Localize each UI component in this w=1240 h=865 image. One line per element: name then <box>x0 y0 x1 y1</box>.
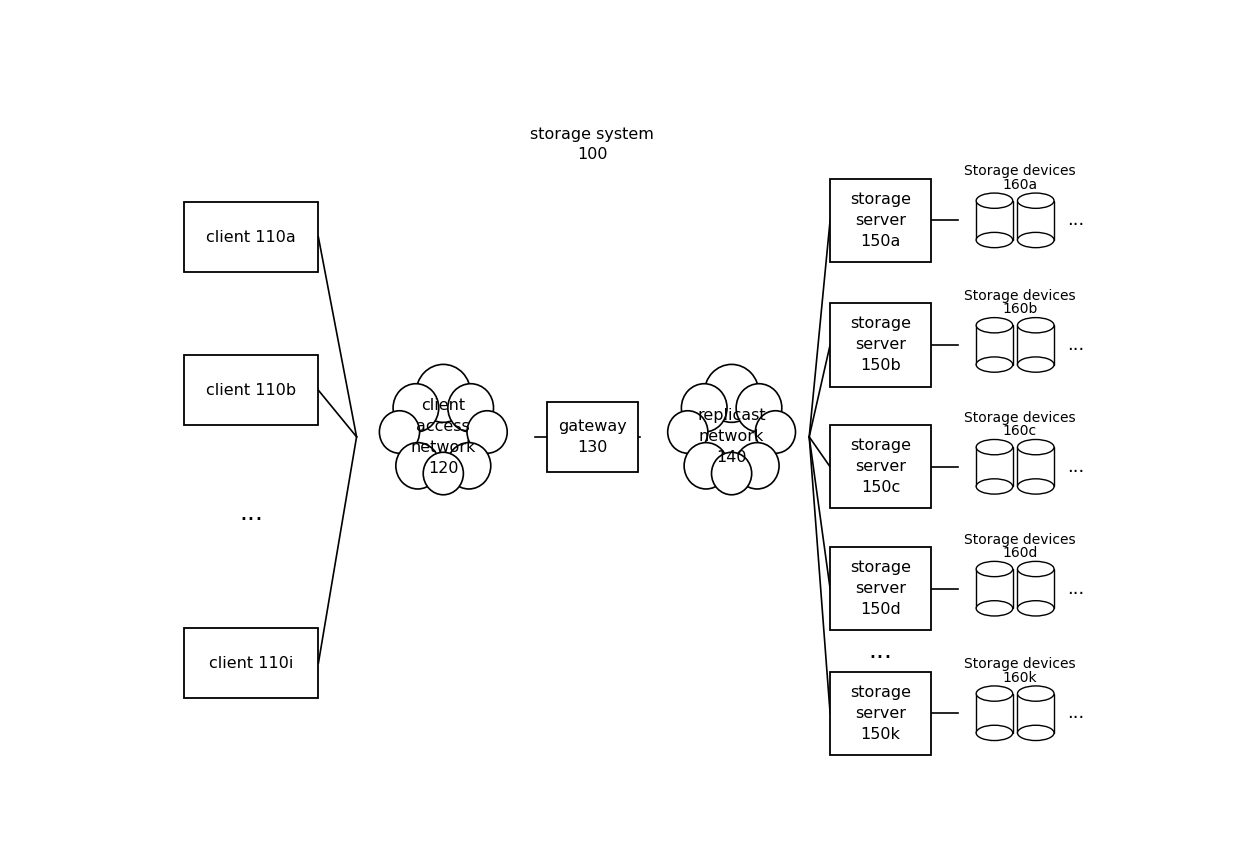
Ellipse shape <box>976 439 1013 455</box>
Ellipse shape <box>667 411 708 453</box>
FancyBboxPatch shape <box>1018 694 1054 733</box>
Text: client 110a: client 110a <box>206 229 296 245</box>
Text: Storage devices: Storage devices <box>963 533 1076 547</box>
Ellipse shape <box>976 357 1013 372</box>
Ellipse shape <box>976 686 1013 702</box>
Ellipse shape <box>735 443 779 489</box>
Ellipse shape <box>467 411 507 453</box>
Ellipse shape <box>396 443 440 489</box>
Ellipse shape <box>737 384 781 432</box>
Text: ...: ... <box>868 639 893 663</box>
Text: storage
server
150b: storage server 150b <box>851 317 911 374</box>
Ellipse shape <box>684 443 728 489</box>
FancyBboxPatch shape <box>184 628 319 698</box>
Text: 160k: 160k <box>1003 670 1037 684</box>
Ellipse shape <box>1018 233 1054 247</box>
FancyBboxPatch shape <box>1018 325 1054 364</box>
FancyBboxPatch shape <box>830 671 931 755</box>
Text: 160a: 160a <box>1002 177 1038 192</box>
Ellipse shape <box>976 600 1013 616</box>
Text: ...: ... <box>1066 211 1084 229</box>
Ellipse shape <box>755 411 796 453</box>
FancyBboxPatch shape <box>1018 569 1054 608</box>
Ellipse shape <box>393 384 439 432</box>
FancyBboxPatch shape <box>976 447 1013 486</box>
Ellipse shape <box>446 443 491 489</box>
FancyBboxPatch shape <box>1018 447 1054 486</box>
Ellipse shape <box>1018 317 1054 333</box>
Ellipse shape <box>682 384 727 432</box>
Text: gateway
130: gateway 130 <box>558 419 626 455</box>
FancyBboxPatch shape <box>830 304 931 387</box>
Ellipse shape <box>1018 439 1054 455</box>
Text: 160b: 160b <box>1002 302 1038 317</box>
Ellipse shape <box>976 317 1013 333</box>
Ellipse shape <box>976 479 1013 494</box>
FancyBboxPatch shape <box>184 356 319 426</box>
Text: ...: ... <box>239 502 263 525</box>
Ellipse shape <box>448 384 494 432</box>
Text: 160d: 160d <box>1002 546 1038 560</box>
Ellipse shape <box>1018 193 1054 208</box>
Text: client 110b: client 110b <box>206 382 296 398</box>
Text: storage
server
150a: storage server 150a <box>851 192 911 249</box>
Text: ...: ... <box>1066 704 1084 722</box>
Text: replicast
network
140: replicast network 140 <box>697 408 766 465</box>
Ellipse shape <box>712 452 751 495</box>
FancyBboxPatch shape <box>1018 201 1054 240</box>
Ellipse shape <box>1018 725 1054 740</box>
Text: Storage devices: Storage devices <box>963 411 1076 425</box>
Ellipse shape <box>976 725 1013 740</box>
FancyBboxPatch shape <box>830 426 931 509</box>
Text: ...: ... <box>1066 580 1084 598</box>
FancyBboxPatch shape <box>976 569 1013 608</box>
FancyBboxPatch shape <box>547 402 637 471</box>
Ellipse shape <box>704 364 759 422</box>
FancyBboxPatch shape <box>830 179 931 262</box>
FancyBboxPatch shape <box>976 694 1013 733</box>
Ellipse shape <box>379 411 419 453</box>
Text: client
access
network
120: client access network 120 <box>410 398 476 476</box>
Text: 160c: 160c <box>1003 424 1037 439</box>
Ellipse shape <box>1018 686 1054 702</box>
Ellipse shape <box>423 452 464 495</box>
Text: ...: ... <box>1066 336 1084 354</box>
FancyBboxPatch shape <box>976 325 1013 364</box>
Ellipse shape <box>1018 479 1054 494</box>
Text: Storage devices: Storage devices <box>963 289 1076 303</box>
Text: Storage devices: Storage devices <box>963 657 1076 671</box>
FancyBboxPatch shape <box>976 201 1013 240</box>
Text: storage
server
150c: storage server 150c <box>851 439 911 496</box>
Ellipse shape <box>1018 600 1054 616</box>
Ellipse shape <box>415 364 471 422</box>
Text: storage system
100: storage system 100 <box>531 127 655 162</box>
Text: ...: ... <box>1066 458 1084 476</box>
Ellipse shape <box>976 561 1013 577</box>
Text: Storage devices: Storage devices <box>963 164 1076 178</box>
Text: storage
server
150d: storage server 150d <box>851 561 911 618</box>
FancyBboxPatch shape <box>184 202 319 272</box>
FancyBboxPatch shape <box>830 547 931 631</box>
Text: storage
server
150k: storage server 150k <box>851 685 911 741</box>
Ellipse shape <box>976 193 1013 208</box>
Ellipse shape <box>1018 357 1054 372</box>
Ellipse shape <box>1018 561 1054 577</box>
Ellipse shape <box>976 233 1013 247</box>
Text: client 110i: client 110i <box>208 656 294 670</box>
